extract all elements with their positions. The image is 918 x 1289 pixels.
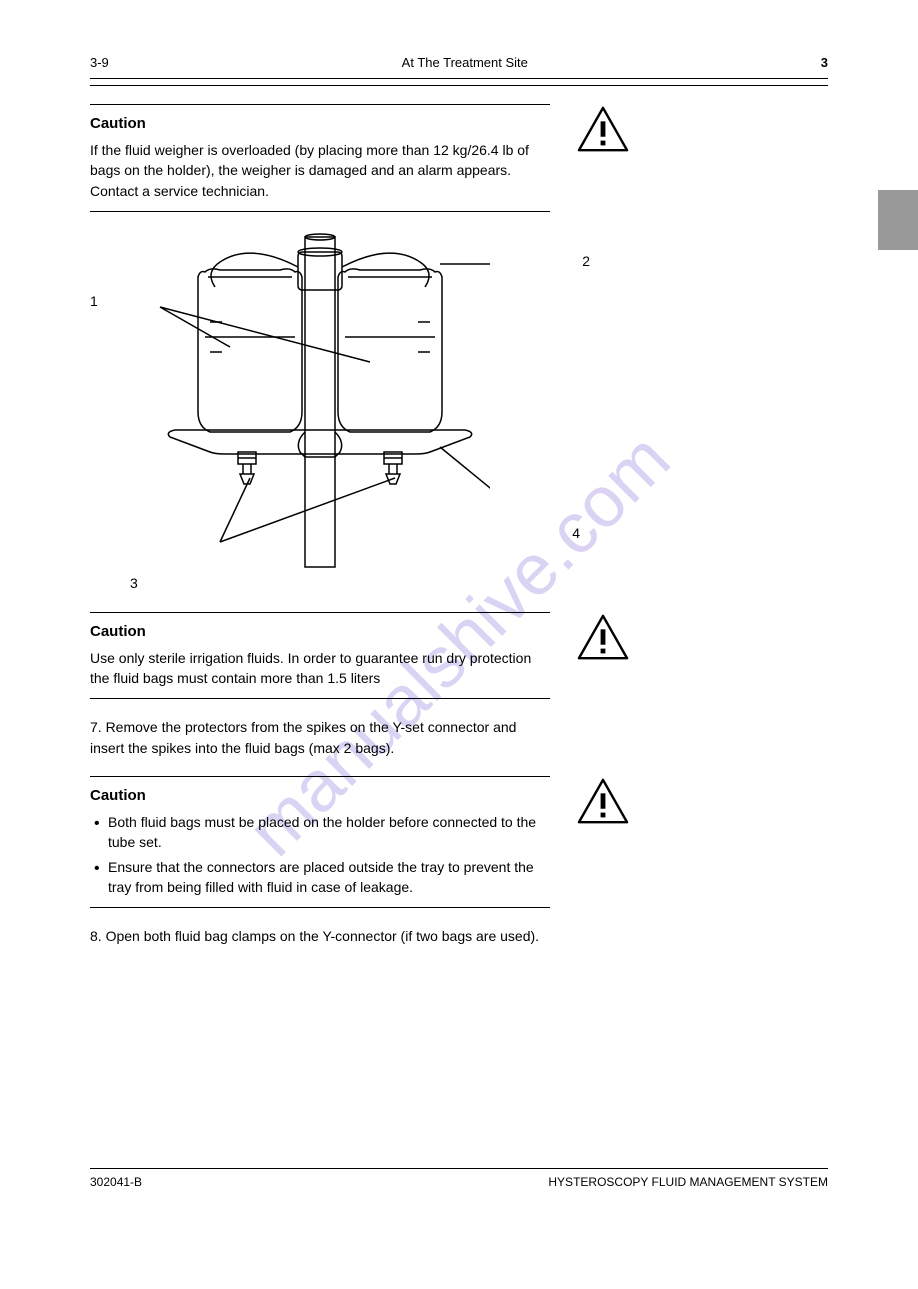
step-7-text-container: 7. Remove the protectors from the spikes… bbox=[90, 717, 550, 758]
warning-icon bbox=[574, 104, 632, 156]
page-footer: 302041-B HYSTEROSCOPY FLUID MANAGEMENT S… bbox=[90, 1168, 828, 1189]
diagram-container: 1 2 3 4 bbox=[90, 232, 550, 572]
caution-1-left: Caution If the fluid weigher is overload… bbox=[90, 104, 550, 212]
footer-doc-id: 302041-B bbox=[90, 1175, 142, 1189]
caution-2-left: Caution Use only sterile irrigation flui… bbox=[90, 612, 550, 700]
rule bbox=[90, 612, 550, 613]
section-title: At The Treatment Site bbox=[402, 55, 528, 70]
header-rule: 3-9 At The Treatment Site 3 bbox=[90, 55, 828, 79]
step-7-text: 7. Remove the protectors from the spikes… bbox=[90, 717, 550, 758]
header-thin-rule bbox=[90, 85, 828, 86]
step-8-text: 8. Open both fluid bag clamps on the Y-c… bbox=[90, 926, 550, 946]
caution-block-3: Caution Both fluid bags must be placed o… bbox=[90, 776, 828, 908]
caution-block-1: Caution If the fluid weigher is overload… bbox=[90, 104, 828, 212]
footer-rule bbox=[90, 1168, 828, 1169]
caution-3-right bbox=[574, 776, 828, 908]
rule bbox=[90, 104, 550, 105]
caution-1-right bbox=[574, 104, 828, 212]
step-8-block: 8. Open both fluid bag clamps on the Y-c… bbox=[90, 926, 828, 946]
step-8-text-container: 8. Open both fluid bag clamps on the Y-c… bbox=[90, 926, 550, 946]
caution-3-list: Both fluid bags must be placed on the ho… bbox=[90, 812, 550, 897]
callout-1: 1 bbox=[90, 292, 98, 310]
caution-block-2: Caution Use only sterile irrigation flui… bbox=[90, 612, 828, 700]
warning-icon bbox=[574, 612, 632, 664]
rule bbox=[90, 698, 550, 699]
caution-3-title: Caution bbox=[90, 787, 550, 804]
caution-3-item: Ensure that the connectors are placed ou… bbox=[90, 857, 550, 898]
rule bbox=[90, 776, 550, 777]
footer-product-name: HYSTEROSCOPY FLUID MANAGEMENT SYSTEM bbox=[548, 1175, 828, 1189]
callout-4: 4 bbox=[572, 524, 580, 542]
page-number: 3-9 bbox=[90, 55, 109, 70]
caution-3-item: Both fluid bags must be placed on the ho… bbox=[90, 812, 550, 853]
callout-2: 2 bbox=[582, 252, 590, 270]
warning-icon bbox=[574, 776, 632, 828]
footer-text-row: 302041-B HYSTEROSCOPY FLUID MANAGEMENT S… bbox=[90, 1175, 828, 1189]
fluid-bag-diagram bbox=[150, 232, 490, 572]
chapter-number: 3 bbox=[821, 55, 828, 70]
caution-1-text: If the fluid weigher is overloaded (by p… bbox=[90, 140, 550, 201]
page-content: 3-9 At The Treatment Site 3 Caution If t… bbox=[0, 0, 918, 987]
caution-2-right bbox=[574, 612, 828, 700]
header-row: 3-9 At The Treatment Site 3 bbox=[90, 55, 828, 70]
caution-2-text: Use only sterile irrigation fluids. In o… bbox=[90, 648, 550, 689]
rule bbox=[90, 211, 550, 212]
caution-1-title: Caution bbox=[90, 115, 550, 132]
callout-3: 3 bbox=[130, 574, 138, 592]
caution-3-left: Caution Both fluid bags must be placed o… bbox=[90, 776, 550, 908]
rule bbox=[90, 907, 550, 908]
caution-2-title: Caution bbox=[90, 623, 550, 640]
step-7-block: 7. Remove the protectors from the spikes… bbox=[90, 717, 828, 758]
